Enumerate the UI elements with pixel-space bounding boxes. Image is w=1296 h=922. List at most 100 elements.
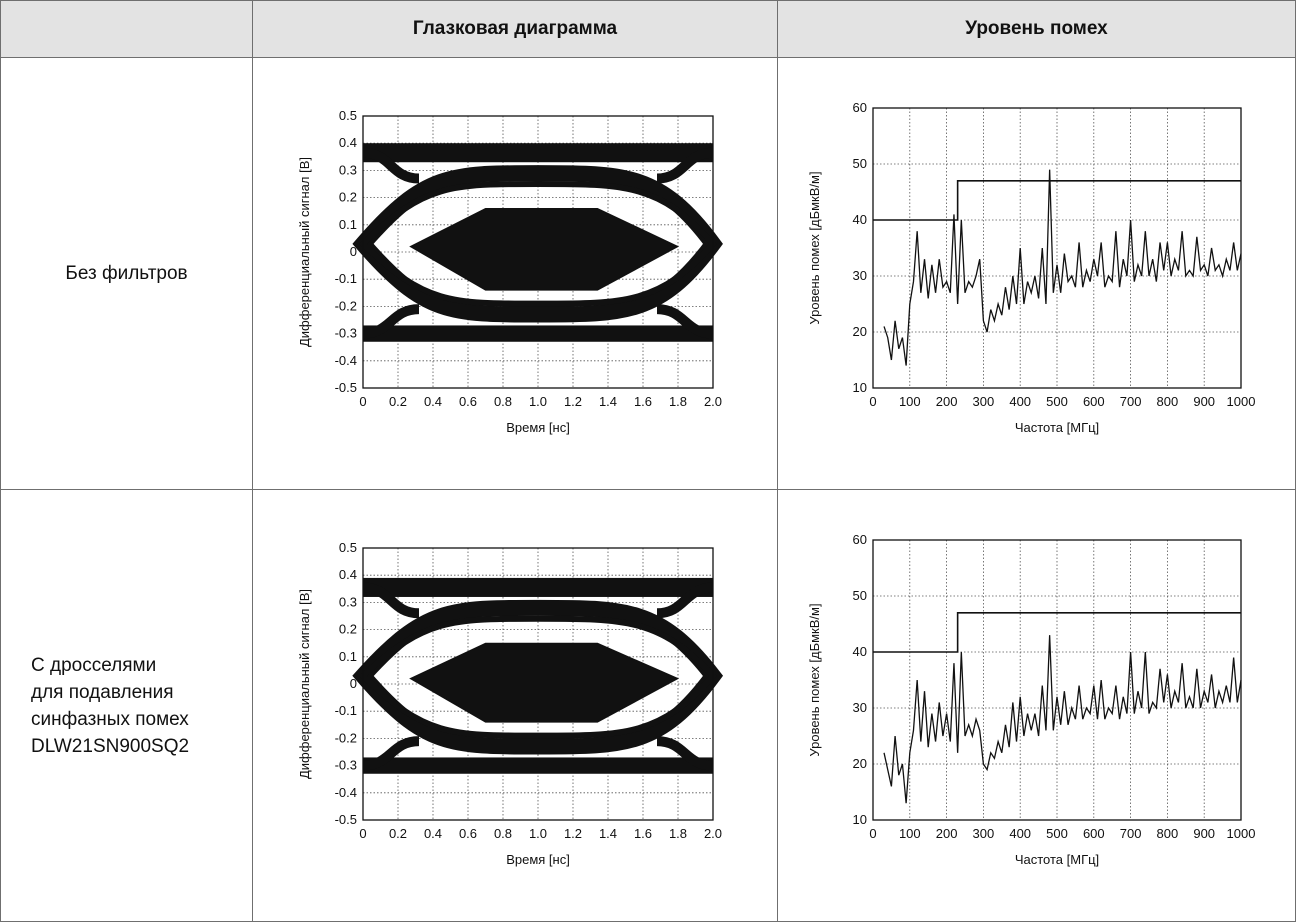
x-tick-label: 1.4: [599, 826, 617, 841]
noise-series-line: [883, 635, 1242, 804]
y-tick-label: -0.3: [335, 326, 357, 341]
y-tick-label: 0: [350, 244, 357, 259]
y-tick-label: 50: [853, 588, 867, 603]
x-axis-label: Частота [МГц]: [1015, 852, 1099, 867]
y-tick-label: 40: [853, 212, 867, 227]
y-axis-label: Уровень помех [дБмкВ/м]: [807, 603, 822, 756]
plot-border: [872, 539, 1242, 821]
y-tick-label: -0.2: [335, 730, 357, 745]
x-tick-label: 1.8: [669, 394, 687, 409]
x-tick-label: 0.8: [494, 394, 512, 409]
x-axis-label: Частота [МГц]: [1015, 420, 1099, 435]
y-tick-label: 0.5: [339, 540, 357, 555]
y-tick-label: -0.1: [335, 271, 357, 286]
y-tick-label: 20: [853, 756, 867, 771]
x-tick-label: 600: [1083, 826, 1105, 841]
x-tick-label: 0.2: [389, 826, 407, 841]
row-label-lines: Без фильтров: [65, 260, 187, 287]
noise-chart-cell-row1: 0 100 200 300 400 500 600 700 800 900 1000 60 50 40 30…: [778, 58, 1296, 490]
x-tick-label: 200: [936, 826, 958, 841]
y-tick-label: -0.3: [335, 758, 357, 773]
eye-transition: [656, 582, 714, 619]
y-tick-label: 0.4: [339, 567, 357, 582]
eye-transition: [362, 304, 420, 339]
low-level-band: [363, 325, 713, 342]
eye-transition: [362, 582, 420, 619]
x-tick-label: 1.2: [564, 394, 582, 409]
y-tick-label: 0.5: [339, 108, 357, 123]
y-tick-label: 60: [853, 532, 867, 547]
eye-transition: [656, 147, 714, 184]
y-tick-label: 0.4: [339, 135, 357, 150]
y-tick-label: 0.1: [339, 217, 357, 232]
x-tick-label: 1.6: [634, 826, 652, 841]
y-tick-label: 0.3: [339, 594, 357, 609]
x-tick-label: 0.8: [494, 826, 512, 841]
header-noise-level: Уровень помех: [778, 0, 1296, 58]
y-tick-label: 60: [853, 100, 867, 115]
eye-diagram-chart-no-filters: 0 0.2 0.4 0.6 0.8 1.0 1.2 1.4 1.6 1.8 2.0 0.5 0.4 0.3…: [297, 108, 723, 435]
y-tick-label: 0: [350, 676, 357, 691]
x-tick-label: 1.2: [564, 826, 582, 841]
row-label-line: Без фильтров: [65, 263, 188, 284]
header-corner-cell: [0, 0, 253, 58]
row-label-no-filters: Без фильтров: [0, 58, 253, 490]
y-tick-label: -0.5: [335, 812, 357, 827]
eye-diagram-chart-with-chokes: 0 0.2 0.4 0.6 0.8 1.0 1.2 1.4 1.6 1.8 2.0 0.5 0.4 0.3…: [297, 540, 724, 867]
eye-mask-hexagon: [409, 642, 680, 723]
x-tick-label: 800: [1157, 826, 1179, 841]
x-tick-label: 1.0: [529, 826, 547, 841]
eye-transition: [362, 147, 420, 184]
y-tick-label: -0.4: [335, 785, 357, 800]
row-label-line: DLW21SN900SQ2: [31, 735, 190, 757]
x-tick-label: 0.6: [459, 394, 477, 409]
eye-transition: [362, 736, 420, 771]
x-tick-label: 1000: [1227, 826, 1256, 841]
eye-diagram-cell-row1: 0 0.2 0.4 0.6 0.8 1.0 1.2 1.4 1.6 1.8 2.0 0.5 0.4 0.3…: [253, 58, 778, 490]
y-tick-label: -0.2: [335, 298, 357, 313]
y-tick-label: 0.1: [339, 649, 357, 664]
row-label-with-chokes: С дросселями для подавления синфазных по…: [0, 490, 253, 922]
row-label-line: синфазных помех: [31, 708, 189, 730]
row-label-line: для подавления: [31, 681, 174, 703]
y-tick-label: 20: [853, 324, 867, 339]
x-tick-label: 200: [936, 394, 958, 409]
x-axis-label: Время [нс]: [506, 420, 570, 435]
x-tick-label: 100: [899, 826, 921, 841]
x-tick-label: 2.0: [704, 394, 722, 409]
low-level-band: [363, 757, 713, 774]
x-tick-label: 0.2: [389, 394, 407, 409]
x-tick-label: 100: [899, 394, 921, 409]
eye-mask-hexagon: [409, 207, 680, 291]
x-tick-label: 0.4: [424, 826, 442, 841]
header-eye-diagram: Глазковая диаграмма: [253, 0, 778, 58]
x-tick-label: 1.4: [599, 394, 617, 409]
row-label-lines: С дросселями для подавления синфазных по…: [31, 652, 189, 760]
y-tick-label: 30: [853, 268, 867, 283]
x-tick-label: 0: [359, 394, 366, 409]
eye-transition: [656, 304, 714, 339]
eye-transition: [656, 736, 714, 771]
x-tick-label: 600: [1083, 394, 1105, 409]
x-tick-label: 400: [1009, 826, 1031, 841]
x-tick-label: 0.6: [459, 826, 477, 841]
x-tick-label: 300: [973, 394, 995, 409]
y-tick-label: -0.1: [335, 703, 357, 718]
x-tick-label: 300: [973, 826, 995, 841]
eye-diagram-cell-row2: 0 0.2 0.4 0.6 0.8 1.0 1.2 1.4 1.6 1.8 2.0 0.5 0.4 0.3…: [253, 490, 778, 922]
x-tick-label: 0.4: [424, 394, 442, 409]
y-tick-label: -0.5: [335, 380, 357, 395]
x-tick-label: 800: [1157, 394, 1179, 409]
plot-border: [362, 547, 714, 821]
plot-border: [362, 115, 714, 389]
noise-level-chart-with-chokes: 0 100 200 300 400 500 600 700 800 900 1000 60 50 40 30…: [807, 532, 1256, 867]
x-tick-label: 0: [869, 826, 876, 841]
x-tick-label: 1.8: [669, 826, 687, 841]
eye-traces: [352, 577, 724, 774]
y-tick-label: 0.3: [339, 162, 357, 177]
x-tick-label: 1.6: [634, 394, 652, 409]
x-tick-label: 1.0: [529, 394, 547, 409]
y-axis-label: Уровень помех [дБмкВ/м]: [807, 171, 822, 324]
noise-series-line: [883, 169, 1242, 366]
limit-line: [873, 612, 1241, 653]
